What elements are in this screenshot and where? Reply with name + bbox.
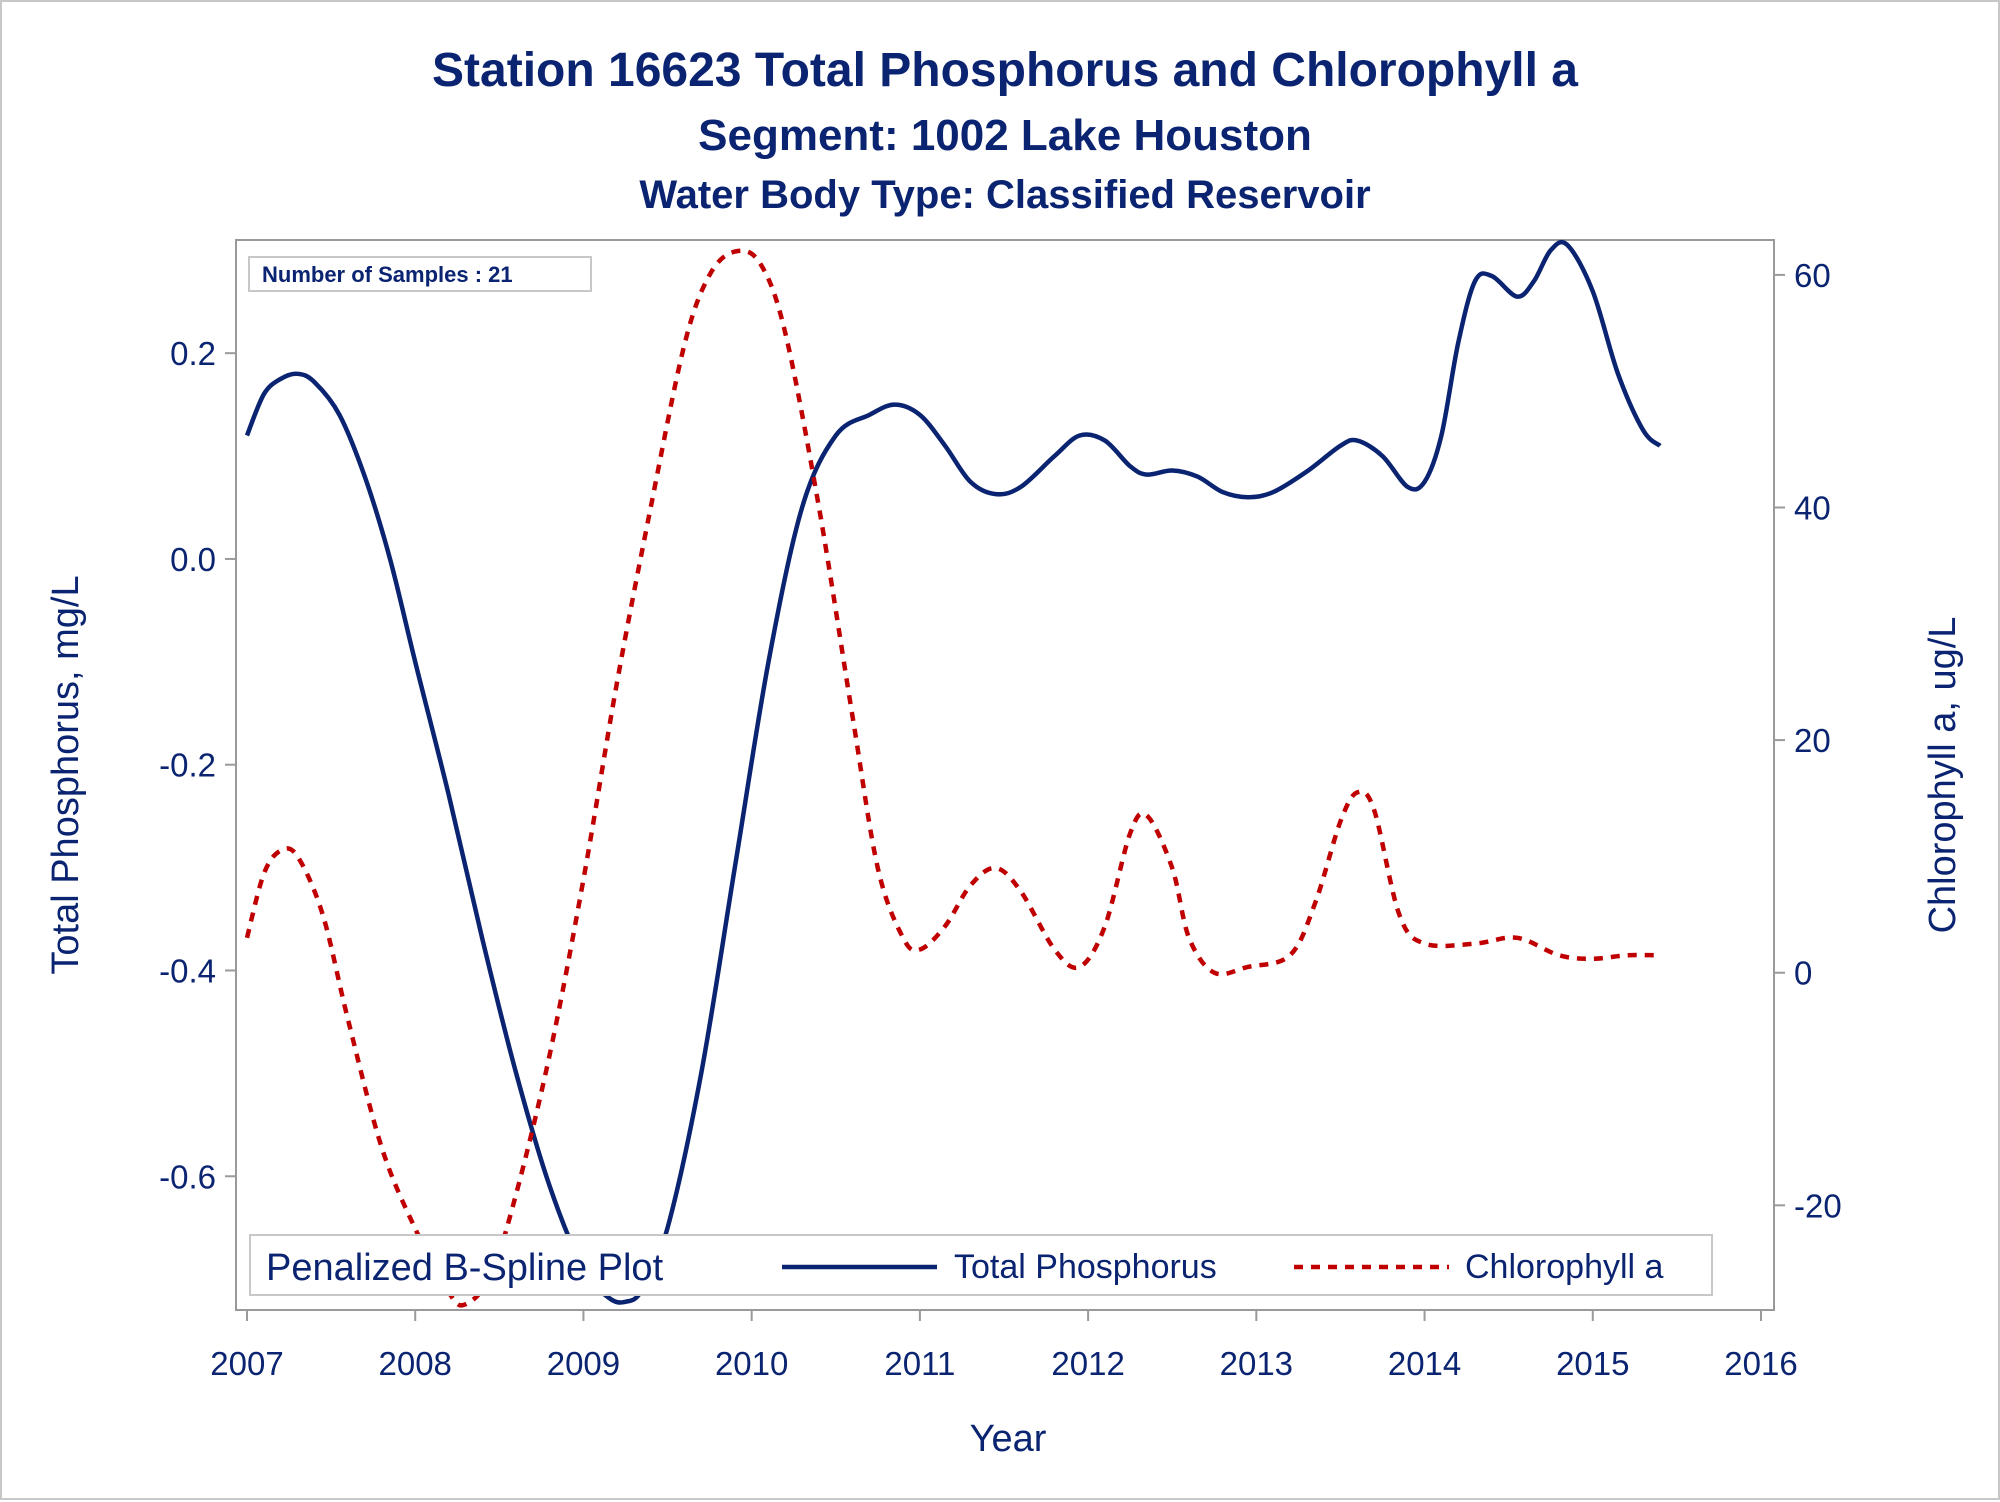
axes-group: 2007 2008 2009 2010 2011 2012 2013 2014 2015 2016… bbox=[159, 257, 1842, 1382]
x-tick-label: 2016 bbox=[1724, 1345, 1797, 1382]
series-lines bbox=[244, 239, 1662, 1308]
x-tick-label: 2015 bbox=[1556, 1345, 1629, 1382]
chart-title: Station 16623 Total Phosphorus and Chlor… bbox=[432, 44, 1578, 97]
legend-title: Penalized B-Spline Plot bbox=[266, 1247, 664, 1289]
series-line-chlorophyll-a bbox=[244, 248, 1661, 1308]
sample-count-text: Number of Samples : 21 bbox=[262, 262, 513, 287]
y-tick-label: -0.4 bbox=[159, 952, 216, 989]
y-tick-label: 0.2 bbox=[170, 335, 216, 372]
x-tick-label: 2011 bbox=[884, 1345, 955, 1382]
y-tick-label: 0.0 bbox=[170, 541, 216, 578]
series-line-total-phosphorus bbox=[244, 239, 1662, 1305]
legend-label-chlorophyll-a: Chlorophyll a bbox=[1465, 1248, 1664, 1286]
x-tick-label: 2007 bbox=[210, 1345, 283, 1382]
y-tick-label: -0.2 bbox=[159, 747, 216, 784]
y-tick-label: -0.6 bbox=[159, 1158, 216, 1195]
legend-label-total-phosphorus: Total Phosphorus bbox=[954, 1248, 1217, 1286]
y2-tick-label: 0 bbox=[1794, 955, 1812, 992]
legend-box bbox=[249, 1234, 1713, 1296]
x-axis-label: Year bbox=[970, 1418, 1047, 1460]
chart-subtitle-2: Water Body Type: Classified Reservoir bbox=[639, 173, 1370, 217]
x-tick-label: 2008 bbox=[379, 1345, 452, 1382]
plot-area bbox=[235, 239, 1775, 1311]
y2-tick-label: -20 bbox=[1794, 1187, 1842, 1224]
x-tick-label: 2012 bbox=[1051, 1345, 1124, 1382]
chart-subtitle: Segment: 1002 Lake Houston bbox=[698, 111, 1312, 160]
x-tick-label: 2014 bbox=[1388, 1345, 1461, 1382]
y-axis-label: Total Phosphorus, mg/L bbox=[45, 575, 87, 974]
x-tick-label: 2009 bbox=[547, 1345, 620, 1382]
y2-axis-label: Chlorophyll a, ug/L bbox=[1922, 617, 1964, 934]
x-tick-label: 2013 bbox=[1220, 1345, 1293, 1382]
x-tick-label: 2010 bbox=[715, 1345, 788, 1382]
y2-tick-label: 20 bbox=[1794, 722, 1831, 759]
y2-tick-label: 40 bbox=[1794, 490, 1831, 527]
y2-tick-label: 60 bbox=[1794, 257, 1831, 294]
sample-count-box bbox=[248, 256, 592, 292]
